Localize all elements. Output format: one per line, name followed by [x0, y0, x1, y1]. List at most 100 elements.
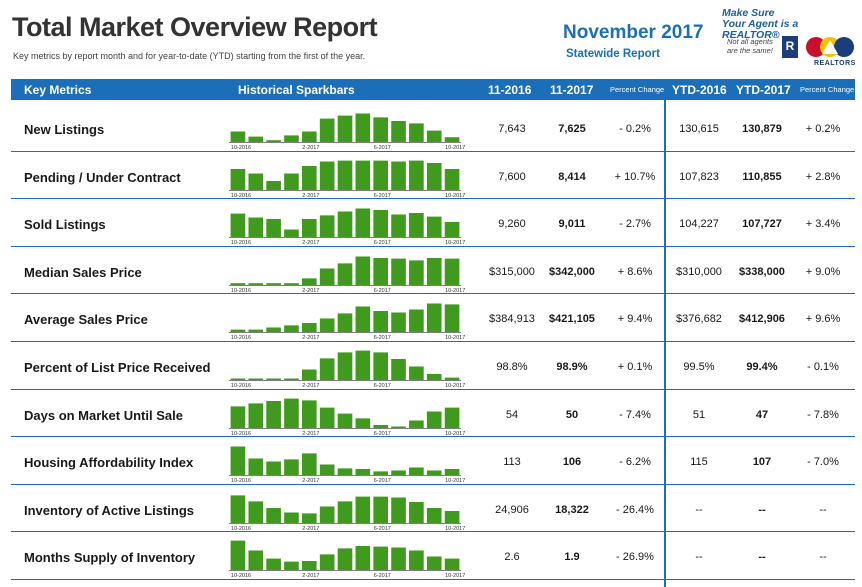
header-11-2016: 11-2016 — [488, 83, 532, 97]
header-key-metrics: Key Metrics — [24, 83, 92, 97]
value-ytd-2016: 51 — [692, 408, 706, 421]
value-11-2017: 18,322 — [555, 503, 589, 516]
sparkbar — [373, 424, 389, 428]
percent-change: - 0.2% — [619, 123, 651, 135]
sparkbar — [355, 208, 371, 238]
percent-change-ytd: + 3.4% — [805, 218, 841, 231]
metric-label: Percent of List Price Received — [24, 360, 211, 375]
sparkbar — [444, 137, 460, 142]
metric-label: Average Sales Price — [24, 312, 148, 328]
sparkbar — [248, 136, 264, 142]
sparkbar — [301, 165, 317, 190]
sparkbar-tick-label: 10-2017 — [445, 335, 465, 340]
sparkbar — [230, 329, 246, 333]
sparkbar-tick-label: 2-2017 — [302, 288, 319, 293]
sparkbar-tick-label: 2-2017 — [302, 145, 319, 150]
table-row: New Listings 7,643 7,625 - 0.2% 130,615 130,8… — [11, 104, 855, 152]
sparkbar — [409, 260, 424, 285]
percent-change-ytd: + 9.6% — [805, 313, 841, 326]
sparkbar — [337, 501, 353, 523]
sparkbar-chart: 10-2016 2-2017 6-2017 10-2017 — [229, 398, 465, 436]
sparkbar — [391, 426, 406, 428]
sparkbar — [373, 311, 389, 333]
sparkbar-chart: 10-2016 2-2017 6-2017 10-2017 — [229, 540, 465, 578]
sparkbar-chart: 10-2016 2-2017 6-2017 10-2017 — [229, 208, 465, 245]
table-row: Inventory of Active Listings 24,906 18,322… — [11, 485, 855, 533]
sparkbar-tick-label: 6-2017 — [374, 383, 391, 388]
value-ytd-2017: 47 — [755, 408, 769, 421]
table-row: Pending / Under Contract 7,600 8,414 + 10.7… — [11, 152, 855, 200]
value-11-2016: $384,913 — [489, 313, 535, 326]
header-11-2017: 11-2017 — [550, 83, 594, 97]
ytd-divider — [664, 100, 666, 587]
value-ytd-2017: $338,000 — [739, 265, 785, 278]
sparkbar-tick-label: 2-2017 — [302, 478, 319, 483]
percent-change: - 2.7% — [619, 218, 651, 231]
sparkbar — [373, 352, 389, 380]
sparkbar — [373, 257, 389, 285]
sparkbar — [284, 512, 299, 523]
table-row: Days on Market Until Sale 54 50 - 7.4% 51 47 -… — [11, 390, 855, 438]
value-11-2016: 7,643 — [498, 123, 526, 135]
value-11-2017: 50 — [565, 408, 579, 421]
sparkbar-chart: 10-2016 2-2017 6-2017 10-2017 — [229, 446, 465, 483]
sparkbar — [444, 407, 460, 428]
report-subtitle: Key metrics by report month and for year… — [13, 51, 366, 61]
value-11-2016: 9,260 — [498, 218, 526, 231]
badge-note: Not all agents are the same! — [727, 37, 773, 55]
sparkbar — [248, 402, 264, 428]
sparkbar-tick-label: 10-2017 — [445, 383, 465, 388]
sparkbar — [248, 378, 264, 380]
value-ytd-2016: -- — [695, 503, 703, 516]
report-region: Statewide Report — [566, 48, 660, 60]
percent-change: + 0.1% — [617, 361, 653, 373]
value-ytd-2016: 107,823 — [679, 170, 719, 183]
sparkbar — [266, 282, 281, 285]
sparkbar-tick-label: 6-2017 — [374, 431, 391, 436]
sparkbar — [409, 213, 424, 238]
percent-change: - 7.4% — [619, 408, 651, 421]
sparkbar — [230, 168, 246, 190]
percent-change-ytd: + 0.2% — [805, 123, 841, 135]
value-11-2017: 98.9% — [556, 361, 588, 373]
sparkbar — [319, 118, 335, 142]
sparkbar-tick-label: 10-2017 — [445, 240, 465, 245]
table-row: Median Sales Price $315,000 $342,000 + 8.6%… — [11, 247, 855, 295]
sparkbar — [355, 469, 371, 476]
value-ytd-2016: 99.5% — [683, 361, 715, 373]
sparkbar-tick-label: 6-2017 — [374, 193, 391, 198]
sparkbar-tick-label: 10-2016 — [231, 335, 251, 340]
sparkbar — [337, 160, 353, 190]
sparkbar — [355, 306, 371, 333]
sparkbar — [391, 547, 406, 571]
header-ytd-2016: YTD-2016 — [672, 83, 727, 97]
report-month: November 2017 — [563, 22, 704, 43]
sparkbar — [355, 546, 371, 571]
sparkbar — [230, 378, 246, 380]
sparkbar — [284, 561, 299, 571]
sparkbar — [266, 327, 281, 333]
sparkbar — [230, 282, 246, 285]
sparkbar — [391, 470, 406, 476]
sparkbar — [355, 496, 371, 523]
sparkbar-tick-label: 10-2016 — [231, 383, 251, 388]
sparkbar — [284, 398, 299, 428]
value-11-2016: 113 — [503, 456, 521, 469]
value-11-2016: 2.6 — [504, 551, 520, 564]
sparkbar — [337, 413, 353, 428]
value-ytd-2016: $310,000 — [676, 265, 722, 278]
sparkbar-tick-label: 6-2017 — [374, 478, 391, 483]
sparkbar — [409, 309, 424, 333]
sparkbar-chart: 10-2016 2-2017 6-2017 10-2017 — [229, 350, 465, 388]
value-ytd-2016: 115 — [690, 456, 708, 469]
sparkbar — [266, 507, 281, 523]
sparkbar — [266, 180, 281, 190]
sparkbar — [373, 471, 389, 476]
percent-change: - 26.9% — [616, 551, 654, 564]
value-11-2017: 8,414 — [558, 170, 586, 183]
sparkbar-tick-label: 10-2016 — [231, 573, 251, 578]
report-title: Total Market Overview Report — [12, 12, 378, 42]
table-row: Average Sales Price $384,913 $421,105 + 9.4… — [11, 294, 855, 342]
sparkbar — [444, 222, 460, 238]
sparkbar — [230, 446, 246, 476]
